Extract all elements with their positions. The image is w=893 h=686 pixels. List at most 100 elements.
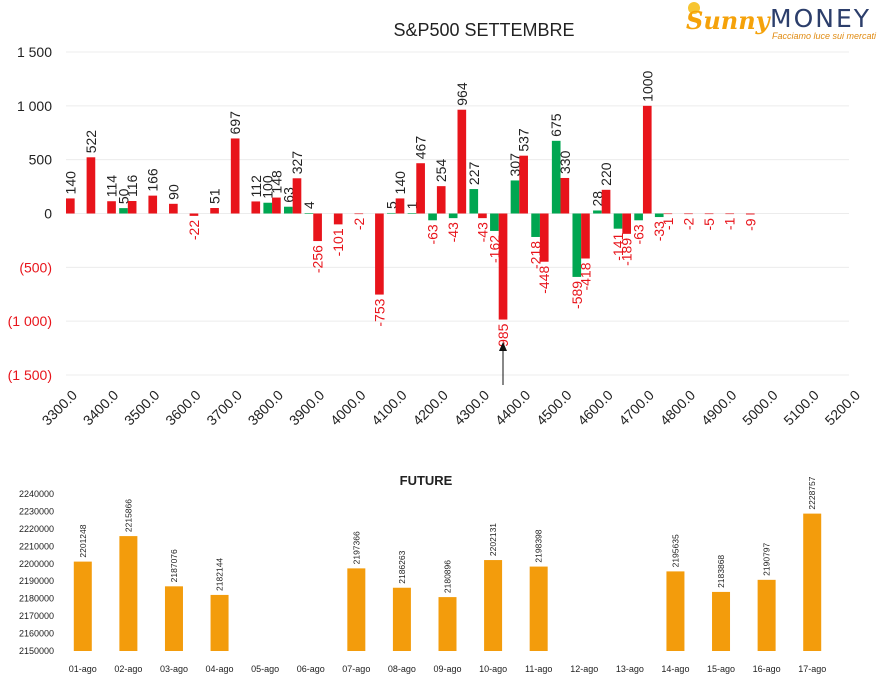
bar bbox=[642, 105, 652, 214]
data-label: 114 bbox=[104, 175, 120, 198]
y-tick-label: (1 500) bbox=[8, 367, 52, 383]
future-data-label: 2195635 bbox=[670, 534, 680, 567]
future-y-tick-label: 2240000 bbox=[19, 489, 54, 499]
future-bar bbox=[164, 586, 183, 651]
bar bbox=[572, 213, 582, 277]
data-label: -418 bbox=[577, 262, 593, 290]
data-label: 227 bbox=[466, 161, 482, 185]
y-tick-label: 1 500 bbox=[17, 44, 52, 60]
logo-brand-right: MONEY bbox=[770, 4, 872, 33]
data-label: 307 bbox=[507, 153, 523, 177]
future-x-tick-label: 09-ago bbox=[433, 664, 461, 674]
future-y-tick-label: 2210000 bbox=[19, 541, 54, 551]
data-label: 537 bbox=[516, 128, 532, 152]
bar bbox=[510, 180, 520, 214]
data-label: -9 bbox=[742, 218, 758, 231]
future-bar bbox=[712, 591, 731, 651]
future-x-tick-label: 10-ago bbox=[479, 664, 507, 674]
future-data-label: 2201248 bbox=[78, 524, 88, 557]
future-y-tick-label: 2170000 bbox=[19, 611, 54, 621]
bar bbox=[448, 213, 458, 219]
bar bbox=[387, 212, 396, 214]
x-tick-label: 4300.0 bbox=[451, 387, 493, 429]
data-label: -63 bbox=[631, 224, 647, 244]
future-title: FUTURE bbox=[400, 473, 453, 488]
bar bbox=[416, 163, 425, 214]
bar bbox=[86, 157, 96, 214]
x-tick-label: 5100.0 bbox=[780, 387, 822, 429]
data-label: 148 bbox=[268, 170, 284, 194]
data-label: 90 bbox=[165, 184, 181, 200]
bar bbox=[457, 109, 467, 214]
future-x-tick-label: 07-ago bbox=[342, 664, 370, 674]
data-label: 100 bbox=[260, 175, 276, 199]
future-data-label: 2180896 bbox=[443, 560, 453, 593]
bar bbox=[107, 201, 116, 214]
bar bbox=[478, 213, 487, 219]
bar bbox=[531, 213, 540, 237]
y-tick-label: 0 bbox=[44, 206, 52, 222]
bar bbox=[189, 213, 199, 216]
x-tick-label: 3300.0 bbox=[39, 387, 81, 429]
bar bbox=[519, 155, 528, 214]
future-data-label: 2186263 bbox=[397, 550, 407, 583]
bar bbox=[304, 213, 314, 214]
bar bbox=[66, 198, 75, 214]
future-data-label: 2183868 bbox=[716, 555, 726, 588]
data-label: -256 bbox=[310, 245, 326, 273]
data-label: -2 bbox=[680, 218, 696, 231]
x-tick-label: 4400.0 bbox=[492, 387, 534, 429]
future-y-tick-label: 2150000 bbox=[19, 646, 54, 656]
future-x-tick-label: 04-ago bbox=[206, 664, 234, 674]
bar bbox=[210, 208, 219, 214]
future-y-tick-label: 2160000 bbox=[19, 629, 54, 639]
future-data-label: 2215866 bbox=[123, 499, 133, 532]
data-label: 140 bbox=[62, 171, 78, 195]
future-x-tick-label: 02-ago bbox=[114, 664, 142, 674]
x-tick-label: 4500.0 bbox=[533, 387, 575, 429]
x-tick-label: 5000.0 bbox=[739, 387, 781, 429]
sunny-money-logo: Sunny MONEY Facciamo luce sui mercati bbox=[686, 2, 886, 44]
y-tick-label: (500) bbox=[19, 259, 52, 275]
bar bbox=[354, 213, 364, 215]
data-label: -2 bbox=[351, 218, 367, 231]
data-label: 1000 bbox=[639, 70, 655, 101]
data-label: -43 bbox=[445, 222, 461, 242]
bar bbox=[593, 210, 602, 214]
data-label: -101 bbox=[330, 228, 346, 256]
bar bbox=[654, 213, 664, 218]
bar bbox=[684, 213, 693, 215]
future-data-label: 2197366 bbox=[351, 531, 361, 564]
future-x-tick-label: 05-ago bbox=[251, 664, 279, 674]
future-x-tick-label: 15-ago bbox=[707, 664, 735, 674]
bar bbox=[704, 213, 714, 215]
future-data-label: 2187076 bbox=[169, 549, 179, 582]
future-x-tick-label: 11-ago bbox=[525, 664, 552, 674]
x-tick-label: 4800.0 bbox=[657, 387, 699, 429]
bar bbox=[292, 178, 302, 214]
data-label: -218 bbox=[528, 241, 544, 269]
future-bar bbox=[347, 568, 366, 651]
data-label: -43 bbox=[474, 222, 490, 242]
future-bar bbox=[210, 594, 229, 651]
future-y-tick-label: 2190000 bbox=[19, 576, 54, 586]
future-x-tick-label: 17-ago bbox=[798, 664, 826, 674]
data-label: -589 bbox=[569, 281, 585, 309]
bar bbox=[333, 213, 343, 225]
x-tick-label: 4200.0 bbox=[409, 387, 451, 429]
future-bar bbox=[73, 561, 92, 651]
x-tick-label: 4000.0 bbox=[327, 387, 369, 429]
data-label: -1 bbox=[722, 217, 738, 230]
bar bbox=[745, 213, 755, 215]
bar bbox=[272, 197, 281, 214]
data-label: 116 bbox=[124, 174, 140, 197]
data-label: -448 bbox=[536, 266, 552, 294]
bar bbox=[634, 213, 643, 221]
x-tick-label: 3700.0 bbox=[203, 387, 245, 429]
future-bar bbox=[529, 566, 548, 651]
sun-icon bbox=[688, 2, 700, 14]
chart-title: S&P500 SETTEMBRE bbox=[393, 20, 574, 40]
x-tick-label: 4700.0 bbox=[615, 387, 657, 429]
data-label: -22 bbox=[186, 220, 202, 240]
future-bar bbox=[392, 587, 411, 651]
